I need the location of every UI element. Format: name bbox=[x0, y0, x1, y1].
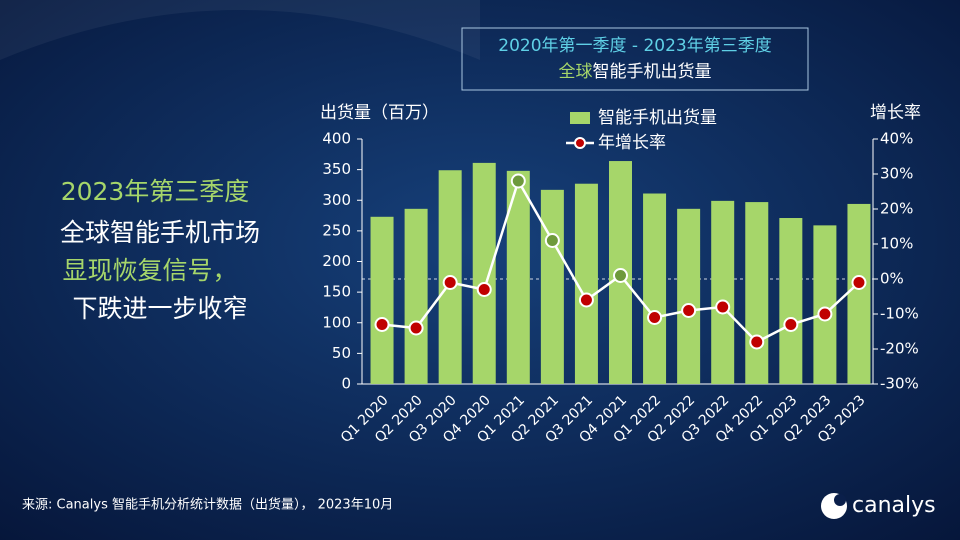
bar bbox=[711, 200, 735, 384]
growth-marker bbox=[851, 275, 867, 290]
y-tick-label: 0 bbox=[341, 375, 351, 393]
y-tick-label: 50 bbox=[332, 344, 351, 362]
legend-swatch bbox=[570, 112, 590, 124]
logo-mark bbox=[834, 494, 846, 506]
y-tick-label: 100 bbox=[322, 313, 351, 331]
growth-marker bbox=[783, 317, 799, 332]
subtitle-part: 智能手机出货量 bbox=[593, 62, 712, 82]
title-box bbox=[461, 27, 809, 91]
y-tick-label: 300 bbox=[322, 191, 351, 209]
growth-marker bbox=[578, 292, 594, 308]
growth-marker bbox=[476, 282, 492, 297]
decoration bbox=[0, 0, 480, 60]
y-tick-label: 400 bbox=[322, 130, 351, 148]
headline: 显现恢复信号， bbox=[62, 256, 237, 285]
headline: 下跌进一步收窄 bbox=[72, 294, 247, 323]
bar bbox=[540, 189, 564, 384]
legend-label: 智能手机出货量 bbox=[598, 108, 717, 128]
y2-axis-label: 增长率 bbox=[870, 103, 921, 123]
y2-tick-label: 30% bbox=[880, 165, 913, 183]
y-tick-label: 200 bbox=[322, 252, 351, 270]
logo: canalys bbox=[821, 493, 936, 519]
bar bbox=[813, 225, 837, 384]
y2-tick-label: -30% bbox=[880, 375, 919, 393]
y2-tick-label: -10% bbox=[880, 305, 919, 323]
growth-marker bbox=[817, 306, 833, 322]
growth-marker bbox=[715, 299, 731, 315]
y-tick-label: 250 bbox=[322, 221, 351, 239]
bar bbox=[643, 193, 667, 384]
bar bbox=[404, 208, 428, 384]
bar bbox=[472, 162, 496, 384]
bar bbox=[677, 208, 701, 384]
headline: 全球智能手机市场 bbox=[60, 218, 260, 247]
headline: 2023年第三季度 bbox=[61, 177, 250, 206]
y-axis-label: 出货量（百万） bbox=[320, 103, 439, 123]
bar bbox=[847, 203, 871, 384]
y2-tick-label: 20% bbox=[880, 200, 913, 218]
y2-tick-label: -20% bbox=[880, 340, 919, 358]
y2-tick-label: 40% bbox=[880, 130, 913, 148]
bar bbox=[370, 216, 394, 384]
footer: 来源: Canalys 智能手机分析统计数据（出货量）， 2023年10月 bbox=[22, 497, 393, 513]
growth-marker bbox=[510, 173, 526, 189]
growth-marker bbox=[749, 334, 765, 350]
chart-title: 2020年第一季度 - 2023年第三季度 bbox=[498, 36, 771, 56]
growth-marker bbox=[442, 275, 458, 290]
growth-marker bbox=[647, 310, 663, 325]
bar bbox=[574, 183, 598, 384]
y2-tick-label: 10% bbox=[880, 235, 913, 253]
y2-tick-label: 0% bbox=[880, 270, 904, 288]
subtitle-part: 全球 bbox=[559, 62, 593, 82]
bar bbox=[779, 218, 803, 384]
legend-marker bbox=[574, 137, 586, 149]
legend-label: 年增长率 bbox=[598, 133, 666, 153]
bar bbox=[745, 202, 769, 384]
logo-text: canalys bbox=[852, 493, 936, 518]
growth-marker bbox=[613, 268, 628, 283]
chart-subtitle: 全球智能手机出货量 bbox=[559, 62, 712, 82]
bar bbox=[506, 170, 530, 384]
y-tick-label: 350 bbox=[322, 160, 351, 178]
growth-marker bbox=[544, 233, 560, 248]
growth-marker bbox=[408, 320, 424, 336]
growth-marker bbox=[681, 303, 697, 318]
growth-marker bbox=[374, 317, 390, 332]
y-tick-label: 150 bbox=[322, 283, 351, 301]
